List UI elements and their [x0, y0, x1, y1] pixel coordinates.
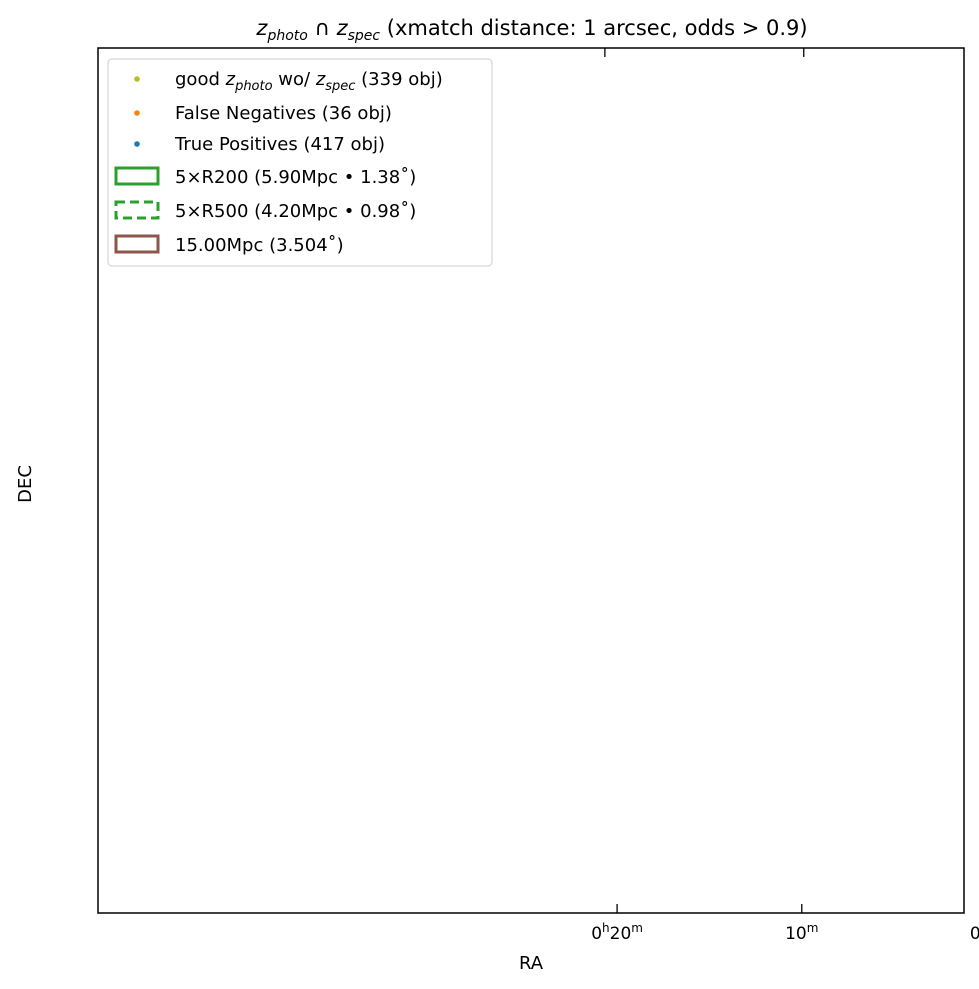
legend-marker-r15	[114, 234, 160, 254]
legend-label-r200: 5×R200 (5.90Mpc • 1.38˚)	[175, 167, 416, 188]
legend-marker-r500	[114, 200, 160, 220]
legend-label-r15: 15.00Mpc (3.504˚)	[175, 235, 344, 256]
legend-box	[107, 58, 493, 267]
x-tick-label: 10m	[785, 921, 818, 944]
x-axis-label: RA	[519, 953, 544, 974]
legend-marker-tp	[134, 141, 140, 147]
legend-label-good: good zphoto wo/ zspec (339 obj)	[175, 69, 443, 94]
axis-ticks: 0h20m10m00m-26°-28°-30°-32°	[591, 48, 979, 944]
legend-label-r500: 5×R500 (4.20Mpc • 0.98˚)	[175, 201, 416, 222]
legend-label-tp: True Positives (417 obj)	[174, 134, 385, 155]
y-axis-label: DEC	[15, 465, 36, 503]
plot-frame	[97, 47, 965, 914]
legend-marker-good	[134, 76, 140, 82]
x-tick-label: 00m	[970, 921, 979, 944]
legend: good zphoto wo/ zspec (339 obj) False Ne…	[107, 58, 493, 267]
legend-label-fn: False Negatives (36 obj)	[175, 103, 392, 124]
chart-title: zphoto ∩ zspec (xmatch distance: 1 arcse…	[255, 16, 807, 44]
x-tick-label: 0h20m	[591, 921, 643, 944]
legend-marker-fn	[134, 110, 140, 116]
legend-marker-r200	[114, 166, 160, 186]
